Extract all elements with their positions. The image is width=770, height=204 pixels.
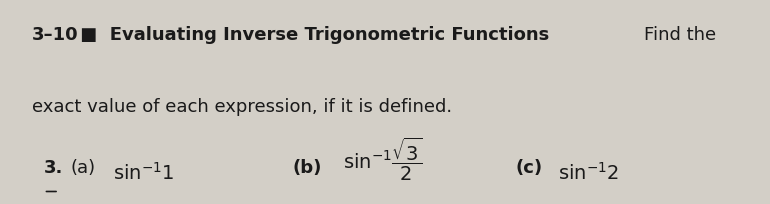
Text: Find the: Find the <box>644 26 716 43</box>
Text: (b): (b) <box>293 159 323 176</box>
Text: ■  Evaluating Inverse Trigonometric Functions: ■ Evaluating Inverse Trigonometric Funct… <box>74 26 550 43</box>
Text: 3.: 3. <box>44 159 63 176</box>
Text: exact value of each expression, if it is defined.: exact value of each expression, if it is… <box>32 98 452 116</box>
Text: $\mathrm{sin}^{-1} 1$: $\mathrm{sin}^{-1} 1$ <box>112 161 174 183</box>
Text: $\mathrm{sin}^{-1} 2$: $\mathrm{sin}^{-1} 2$ <box>557 161 619 183</box>
Text: (c): (c) <box>515 159 543 176</box>
Text: $\mathrm{sin}^{-1}\dfrac{\sqrt{3}}{2}$: $\mathrm{sin}^{-1}\dfrac{\sqrt{3}}{2}$ <box>343 135 423 183</box>
Text: 3–10: 3–10 <box>32 26 79 43</box>
Text: (a): (a) <box>70 159 95 176</box>
